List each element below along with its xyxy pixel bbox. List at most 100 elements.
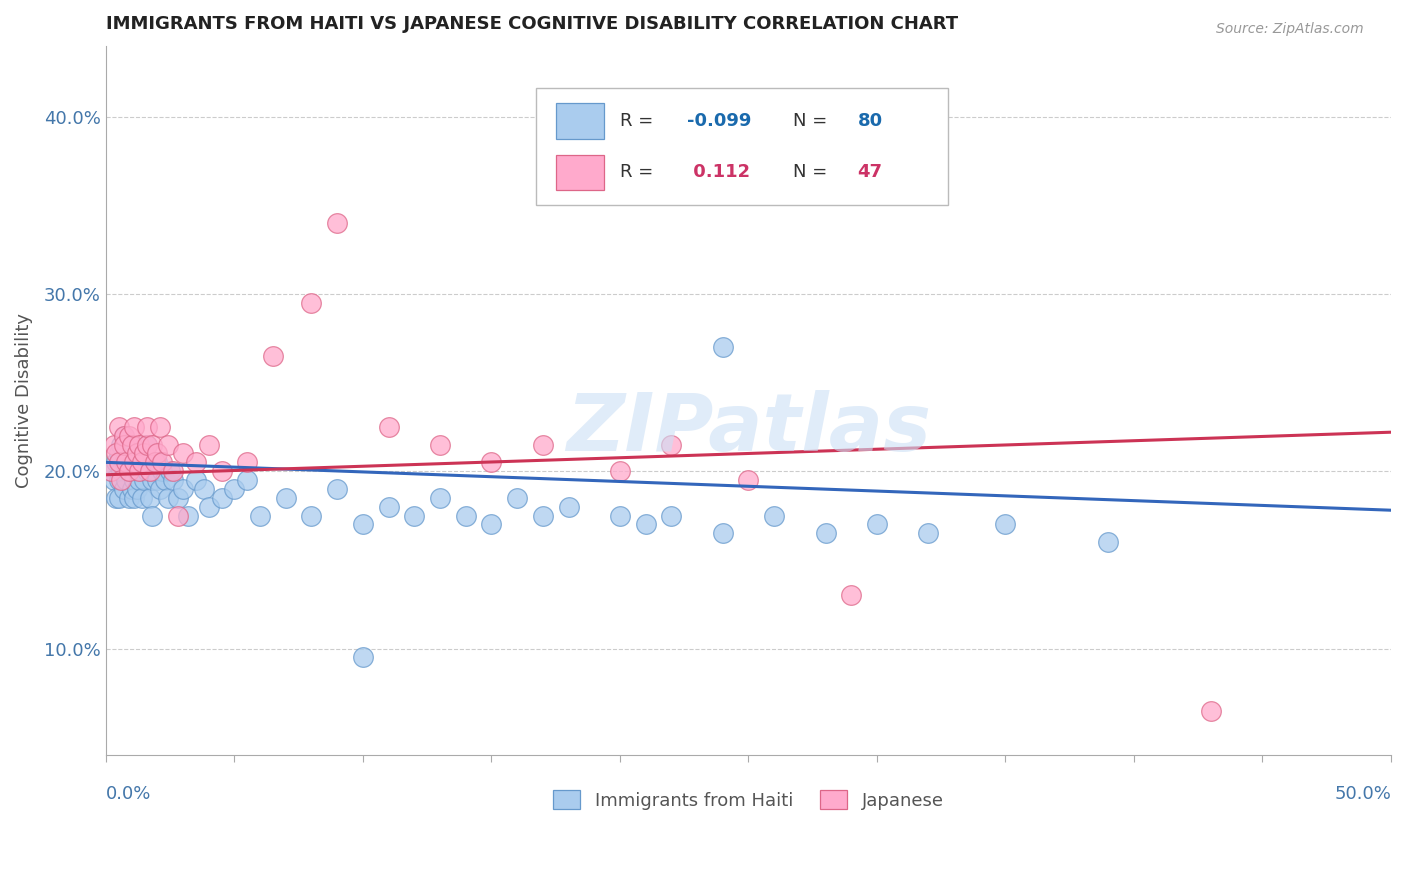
Point xyxy=(404,508,426,523)
Point xyxy=(115,473,138,487)
FancyBboxPatch shape xyxy=(555,103,605,139)
Point xyxy=(105,446,128,460)
Point xyxy=(131,455,153,469)
Point xyxy=(454,508,477,523)
Point xyxy=(249,508,271,523)
Point xyxy=(994,517,1017,532)
Point xyxy=(118,429,141,443)
Point xyxy=(125,464,148,478)
Point xyxy=(152,455,174,469)
Point xyxy=(121,482,143,496)
Point xyxy=(121,437,143,451)
Point xyxy=(146,473,169,487)
Point xyxy=(141,473,163,487)
Bar xyxy=(536,88,948,205)
Point xyxy=(156,491,179,505)
Point xyxy=(107,455,129,469)
Point xyxy=(236,455,259,469)
Point xyxy=(107,473,129,487)
Text: 50.0%: 50.0% xyxy=(1334,786,1391,804)
Point xyxy=(141,508,163,523)
Text: 47: 47 xyxy=(858,163,883,181)
Point xyxy=(814,526,837,541)
Point xyxy=(172,446,194,460)
Point xyxy=(156,437,179,451)
Point xyxy=(301,295,323,310)
Point xyxy=(136,420,159,434)
Point xyxy=(866,517,889,532)
Point xyxy=(122,473,145,487)
Point xyxy=(107,446,129,460)
Point xyxy=(737,473,759,487)
Point xyxy=(100,464,122,478)
Point xyxy=(138,491,160,505)
Point xyxy=(105,491,128,505)
Point xyxy=(917,526,939,541)
Point xyxy=(479,455,502,469)
Text: ZIPatlas: ZIPatlas xyxy=(567,390,931,467)
Point xyxy=(121,437,143,451)
Point xyxy=(118,491,141,505)
Point xyxy=(839,588,862,602)
Point xyxy=(128,455,150,469)
Text: -0.099: -0.099 xyxy=(686,112,751,130)
Point xyxy=(143,455,166,469)
Point xyxy=(153,473,176,487)
Point xyxy=(352,650,374,665)
Point xyxy=(301,508,323,523)
Point xyxy=(162,464,184,478)
Point xyxy=(274,491,297,505)
Point xyxy=(115,455,138,469)
Point xyxy=(197,500,219,514)
Point xyxy=(128,437,150,451)
Point xyxy=(125,482,148,496)
Point xyxy=(1097,535,1119,549)
Point xyxy=(136,464,159,478)
Point xyxy=(377,420,399,434)
Point xyxy=(134,446,156,460)
Point xyxy=(122,455,145,469)
Point xyxy=(134,473,156,487)
Point xyxy=(159,464,181,478)
Point xyxy=(377,500,399,514)
Point xyxy=(112,482,135,496)
Point xyxy=(110,473,132,487)
Text: IMMIGRANTS FROM HAITI VS JAPANESE COGNITIVE DISABILITY CORRELATION CHART: IMMIGRANTS FROM HAITI VS JAPANESE COGNIT… xyxy=(105,15,957,33)
Point xyxy=(166,491,188,505)
Point xyxy=(184,473,207,487)
Point xyxy=(326,216,349,230)
Point xyxy=(149,482,172,496)
Point xyxy=(479,517,502,532)
Point xyxy=(100,464,122,478)
Point xyxy=(531,437,554,451)
Text: R =: R = xyxy=(620,112,659,130)
Point xyxy=(136,437,159,451)
Legend: Immigrants from Haiti, Japanese: Immigrants from Haiti, Japanese xyxy=(546,783,950,817)
Point xyxy=(149,420,172,434)
Point xyxy=(115,455,138,469)
Point xyxy=(262,349,284,363)
Point xyxy=(118,464,141,478)
Point xyxy=(103,437,125,451)
Point xyxy=(193,482,215,496)
Point xyxy=(211,491,233,505)
Point xyxy=(136,437,159,451)
Point xyxy=(162,473,184,487)
Point xyxy=(128,473,150,487)
Point xyxy=(1199,704,1222,718)
Point xyxy=(166,508,188,523)
Point xyxy=(711,340,734,354)
Point xyxy=(172,482,194,496)
Point xyxy=(122,491,145,505)
Text: 80: 80 xyxy=(858,112,883,130)
Point xyxy=(711,526,734,541)
Point xyxy=(107,420,129,434)
Y-axis label: Cognitive Disability: Cognitive Disability xyxy=(15,313,32,488)
Text: N =: N = xyxy=(793,112,834,130)
Point xyxy=(112,429,135,443)
Point xyxy=(128,464,150,478)
Point xyxy=(506,491,529,505)
Point xyxy=(531,508,554,523)
Point xyxy=(429,491,451,505)
Point xyxy=(146,455,169,469)
